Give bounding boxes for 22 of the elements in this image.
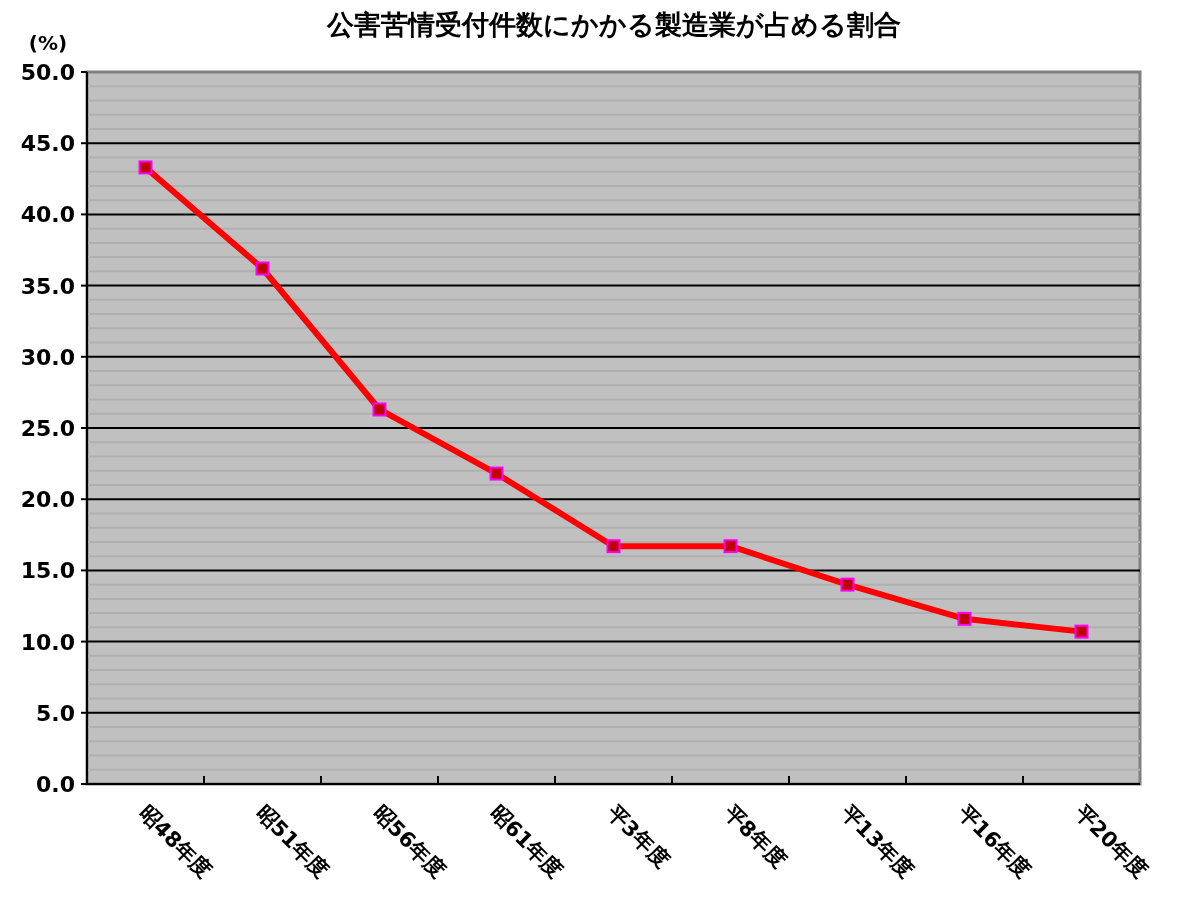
y-tick-label: 40.0 <box>20 202 75 228</box>
x-tick-label: 昭56年度 <box>367 800 451 883</box>
x-tick-label: 平3年度 <box>601 799 674 873</box>
ylabel: (%) <box>28 31 68 55</box>
x-tick-label: 平16年度 <box>952 799 1036 883</box>
y-tick-label: 50.0 <box>20 60 75 85</box>
y-tick-label: 10.0 <box>20 629 75 655</box>
x-tick-label: 昭61年度 <box>484 800 568 883</box>
y-tick-label: 0.0 <box>36 772 75 797</box>
y-tick-label: 30.0 <box>20 344 75 370</box>
x-tick-label: 平13年度 <box>835 799 919 883</box>
title: 公害苦情受付件数にかかる製造業が占める割合 <box>326 9 901 40</box>
y-tick-label: 15.0 <box>20 558 75 584</box>
y-tick-label: 25.0 <box>20 416 75 441</box>
y-tick-label: 35.0 <box>20 273 75 299</box>
y-tick-label: 45.0 <box>20 131 75 157</box>
y-tick-label: 20.0 <box>20 487 75 513</box>
x-tick-label: 昭48年度 <box>133 800 217 883</box>
x-tick-label: 昭51年度 <box>250 800 334 883</box>
x-tick-label: 平20年度 <box>1069 799 1153 883</box>
x-tick-label: 平8年度 <box>718 799 791 873</box>
y-tick-label: 5.0 <box>36 700 75 726</box>
